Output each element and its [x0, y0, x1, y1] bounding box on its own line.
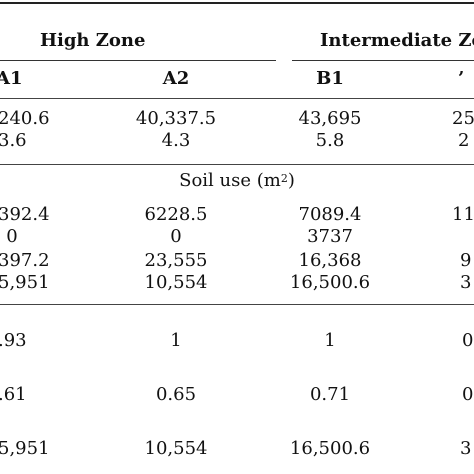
cell-a1: 397.2: [0, 250, 50, 271]
cell-b1: 16,368: [298, 250, 362, 271]
top-rule: [0, 2, 474, 4]
cell-a2: 40,337.5: [135, 108, 217, 129]
cell-b1: 7089.4: [298, 204, 362, 225]
cell-a2: 1: [170, 330, 182, 351]
cell-b2: 9: [460, 250, 472, 271]
cell-b2: 0: [462, 330, 474, 351]
cell-a2: 4.3: [161, 130, 191, 151]
cell-b1: 16,500.6: [289, 272, 371, 293]
cell-b1: 1: [324, 330, 336, 351]
cell-a2: 0: [170, 226, 182, 247]
cell-a1: .93: [0, 330, 27, 351]
cell-a1: 240.6: [0, 108, 50, 129]
cell-a2: 10,554: [144, 438, 208, 459]
cell-b1: 3737: [307, 226, 353, 247]
zone-header-high: High Zone: [40, 30, 146, 51]
column-header-b1: B1: [316, 68, 344, 89]
column-header-a1: A1: [0, 68, 23, 89]
header-rule: [0, 98, 474, 99]
zone-intermediate-underline: [292, 60, 474, 61]
cell-a1: 5,951: [0, 438, 50, 459]
zone-header-intermediate: Intermediate Zo: [320, 30, 474, 51]
cell-b1: 43,695: [298, 108, 362, 129]
cell-b2: 2: [458, 130, 470, 151]
column-header-a2: A2: [162, 68, 190, 89]
section-label-soil-use: Soil use (m2): [179, 170, 295, 191]
cell-b2: 25: [452, 108, 474, 129]
cell-a2: 23,555: [144, 250, 208, 271]
zone-high-underline: [0, 60, 276, 61]
cell-a1: 3.6: [0, 130, 27, 151]
cell-b2: 3: [460, 438, 472, 459]
cell-b2: 3: [460, 272, 472, 293]
cell-a2: 10,554: [144, 272, 208, 293]
cell-a2: 0.65: [155, 384, 197, 405]
cell-a1: 5,951: [0, 272, 50, 293]
cell-b1: 16,500.6: [289, 438, 371, 459]
cell-b2: 0: [462, 384, 474, 405]
soil-rule: [0, 304, 474, 305]
section-rule: [0, 164, 474, 165]
cell-b2: 11: [452, 204, 474, 225]
cell-b1: 0.71: [309, 384, 351, 405]
column-header-b2: ’: [458, 68, 465, 89]
cell-a1: 0: [6, 226, 18, 247]
cell-b1: 5.8: [315, 130, 345, 151]
cell-a1: .61: [0, 384, 27, 405]
cell-a2: 6228.5: [144, 204, 208, 225]
cell-a1: 392.4: [0, 204, 50, 225]
